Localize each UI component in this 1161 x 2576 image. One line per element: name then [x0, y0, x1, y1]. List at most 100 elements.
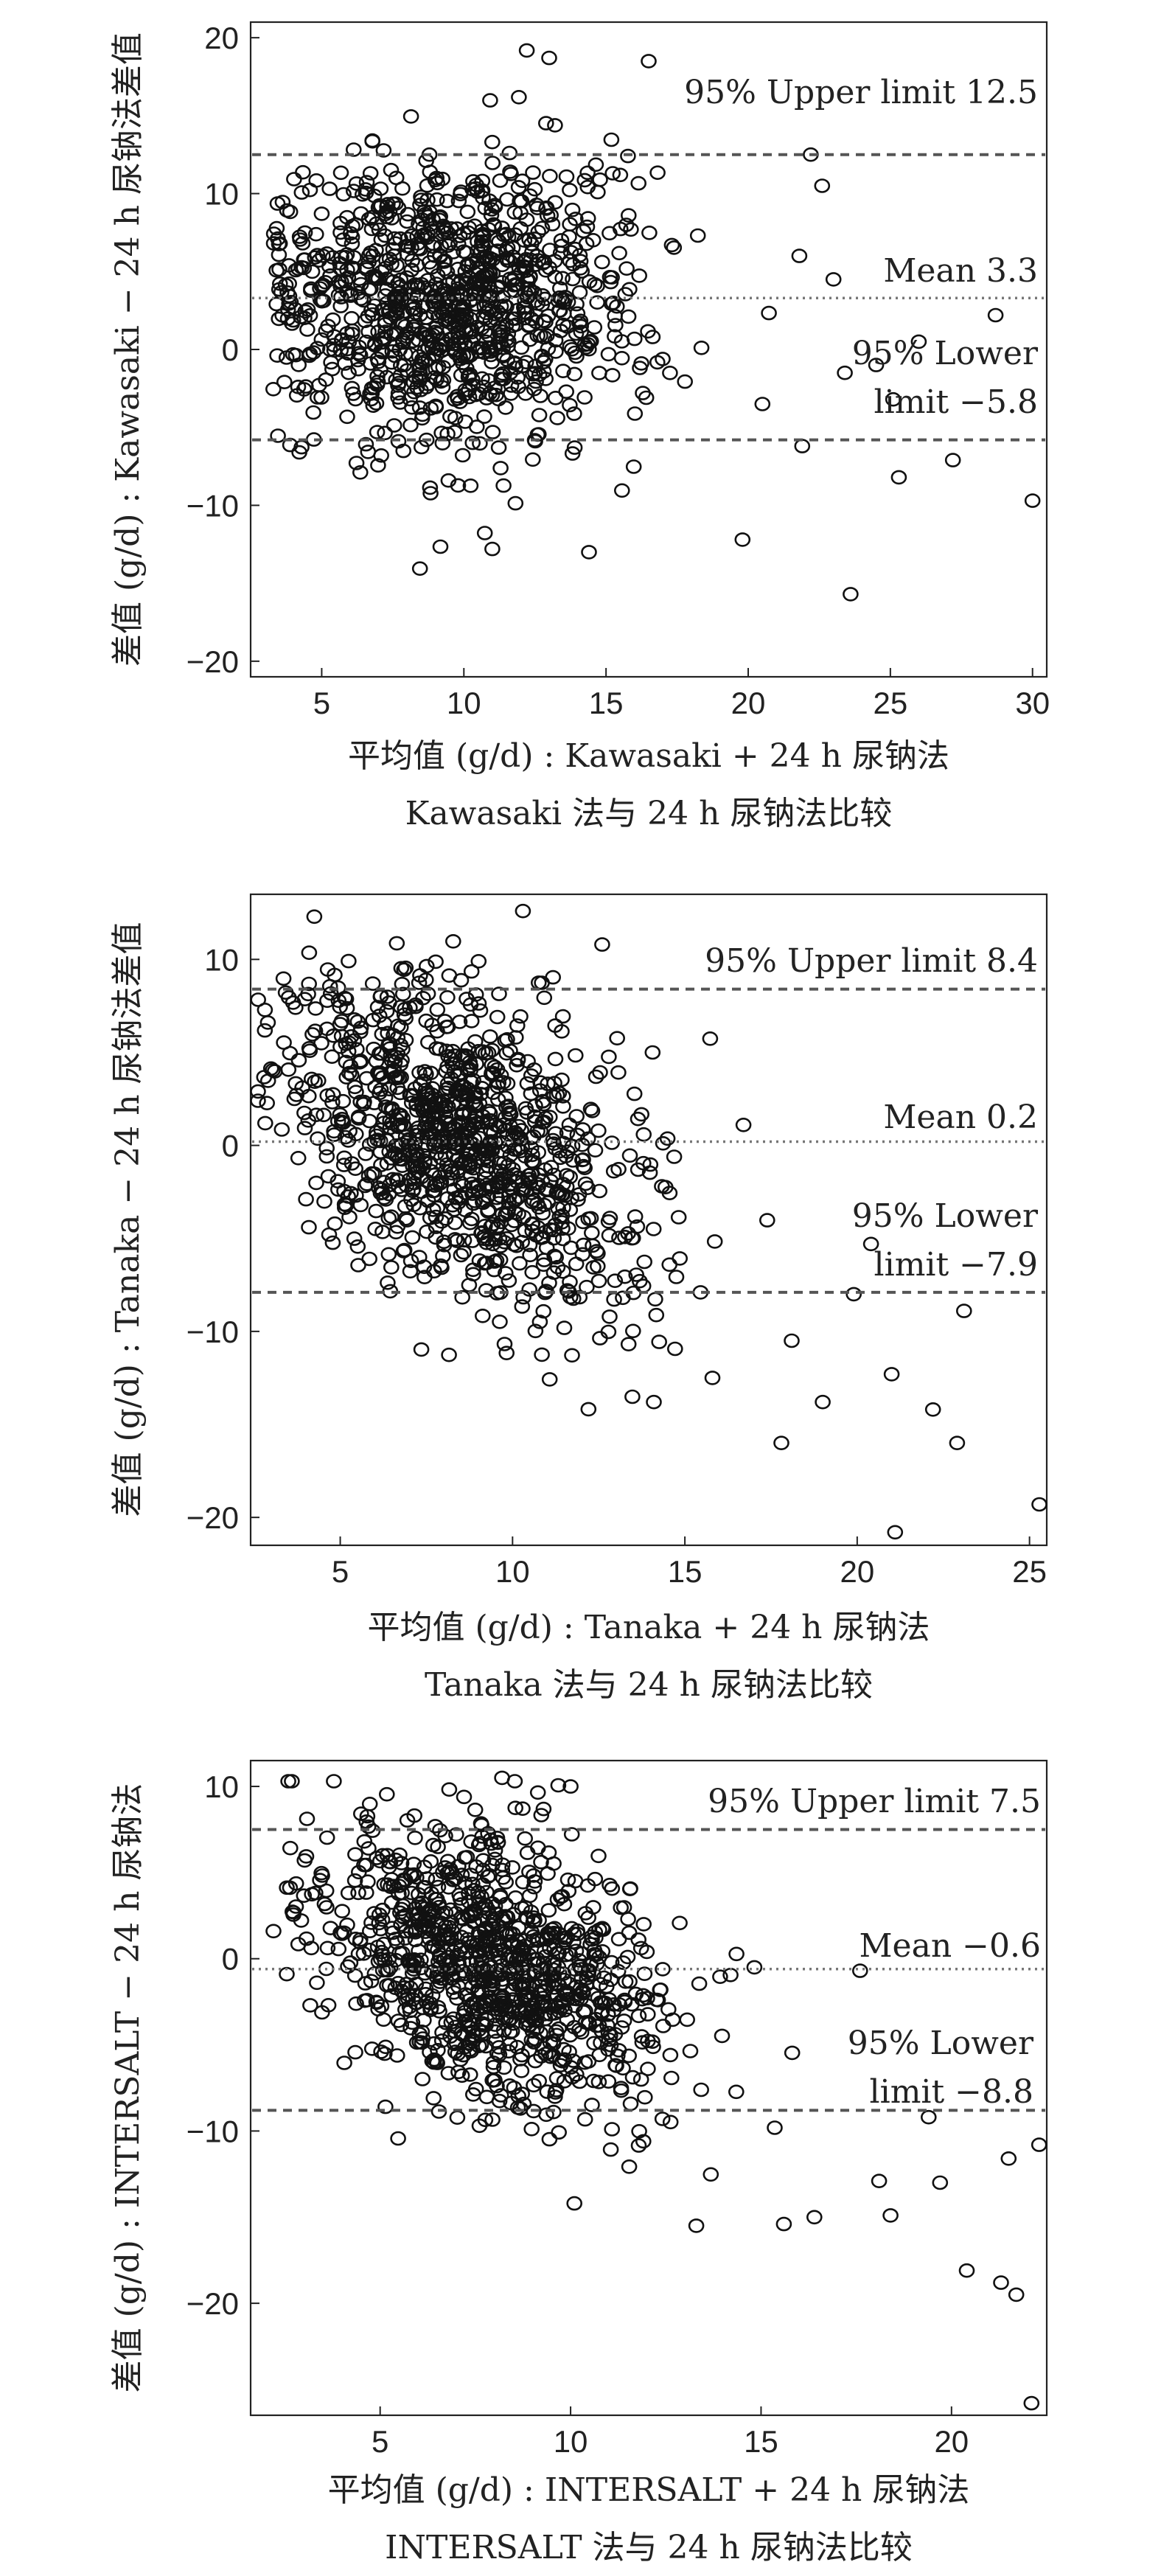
data-point — [616, 1269, 633, 1284]
data-point — [450, 1118, 467, 1132]
data-point — [461, 2067, 478, 2082]
data-point — [383, 1151, 400, 1166]
data-point — [271, 247, 287, 262]
data-point — [344, 380, 360, 396]
data-point — [455, 2027, 472, 2043]
data-point — [397, 1907, 414, 1923]
data-point — [852, 1963, 868, 1978]
data-point — [689, 228, 706, 243]
data-point — [307, 1023, 324, 1038]
data-point — [455, 1178, 472, 1194]
data-point — [411, 561, 428, 577]
data-point — [445, 1944, 461, 1960]
data-point — [621, 2159, 638, 2174]
data-point — [397, 1924, 414, 1939]
data-point — [492, 461, 509, 476]
data-point — [554, 1089, 571, 1104]
data-point — [250, 1084, 266, 1099]
y-axis-ticks: −20 −10 0 10 — [186, 1769, 259, 2321]
data-point — [512, 205, 529, 220]
x-tick-label: 15 — [744, 2424, 778, 2459]
data-point — [349, 1014, 366, 1029]
data-point — [568, 326, 585, 341]
data-point — [613, 350, 630, 366]
data-point — [306, 909, 323, 925]
data-point — [282, 204, 299, 220]
data-point — [290, 379, 307, 394]
data-point — [470, 954, 487, 969]
data-point — [436, 254, 453, 269]
data-point — [432, 539, 449, 554]
data-point — [429, 175, 446, 191]
data-point — [568, 1256, 585, 1272]
data-point — [388, 1138, 404, 1153]
data-point — [370, 458, 386, 473]
data-point — [412, 1077, 429, 1092]
data-point — [320, 1169, 337, 1184]
data-point — [454, 448, 471, 463]
data-point — [712, 1969, 728, 1984]
y-tick-label: −20 — [186, 644, 239, 679]
data-point — [530, 224, 547, 240]
data-point — [457, 2005, 474, 2019]
data-point — [585, 1238, 601, 1253]
data-point — [314, 2005, 330, 2020]
data-points — [265, 1770, 1047, 2411]
x-axis-label: 平均值 (g/d) : Kawasaki + 24 h 尿钠法 — [348, 737, 949, 775]
data-point — [422, 2044, 438, 2060]
data-point — [420, 209, 436, 224]
data-point — [517, 1101, 534, 1116]
data-point — [540, 1195, 557, 1210]
data-point — [392, 231, 408, 246]
data-point — [413, 1960, 430, 1976]
data-point — [526, 2103, 542, 2119]
data-point — [256, 1070, 273, 1085]
data-point — [461, 383, 477, 397]
plot-frame — [249, 893, 1048, 1547]
data-point — [307, 1001, 324, 1016]
data-point — [613, 2083, 630, 2098]
data-point — [546, 1076, 562, 1090]
data-point — [487, 1851, 503, 1867]
data-point — [521, 1237, 538, 1253]
data-point — [542, 169, 558, 184]
data-point — [299, 322, 315, 337]
data-point — [549, 1999, 566, 2015]
data-point — [453, 1897, 470, 1912]
x-tick-label: 30 — [1015, 686, 1050, 720]
data-point — [461, 389, 478, 405]
data-point — [478, 1994, 495, 2009]
data-point — [601, 1228, 618, 1243]
data-point — [418, 1113, 434, 1127]
data-point — [361, 1797, 378, 1811]
data-point — [868, 358, 885, 372]
data-point — [622, 1881, 638, 1896]
data-point — [734, 532, 751, 547]
x-tick-label: 10 — [495, 1554, 530, 1589]
data-point — [551, 2125, 568, 2140]
data-point — [301, 945, 318, 960]
data-point — [567, 1048, 584, 1063]
data-point — [280, 1774, 296, 1789]
data-point — [630, 175, 647, 191]
data-point — [327, 967, 343, 983]
panel-kawasaki: 5 10 15 20 25 30 −20 −10 0 10 20 95% Upper limit … — [109, 21, 1050, 832]
data-point — [524, 1194, 540, 1210]
data-point — [490, 440, 507, 455]
data-point — [663, 2070, 680, 2086]
data-point — [375, 2012, 392, 2027]
data-point — [351, 271, 368, 287]
data-point — [453, 1867, 470, 1882]
data-point — [304, 1887, 320, 1902]
data-point — [426, 1905, 442, 1921]
data-point — [527, 257, 544, 272]
data-point — [602, 1211, 618, 1225]
data-point — [411, 287, 428, 302]
data-point — [568, 1109, 585, 1124]
data-point — [332, 1017, 349, 1031]
data-point — [592, 172, 608, 187]
data-point — [431, 212, 447, 228]
data-point — [373, 1066, 389, 1081]
data-point — [457, 414, 473, 429]
data-point — [584, 1104, 601, 1118]
